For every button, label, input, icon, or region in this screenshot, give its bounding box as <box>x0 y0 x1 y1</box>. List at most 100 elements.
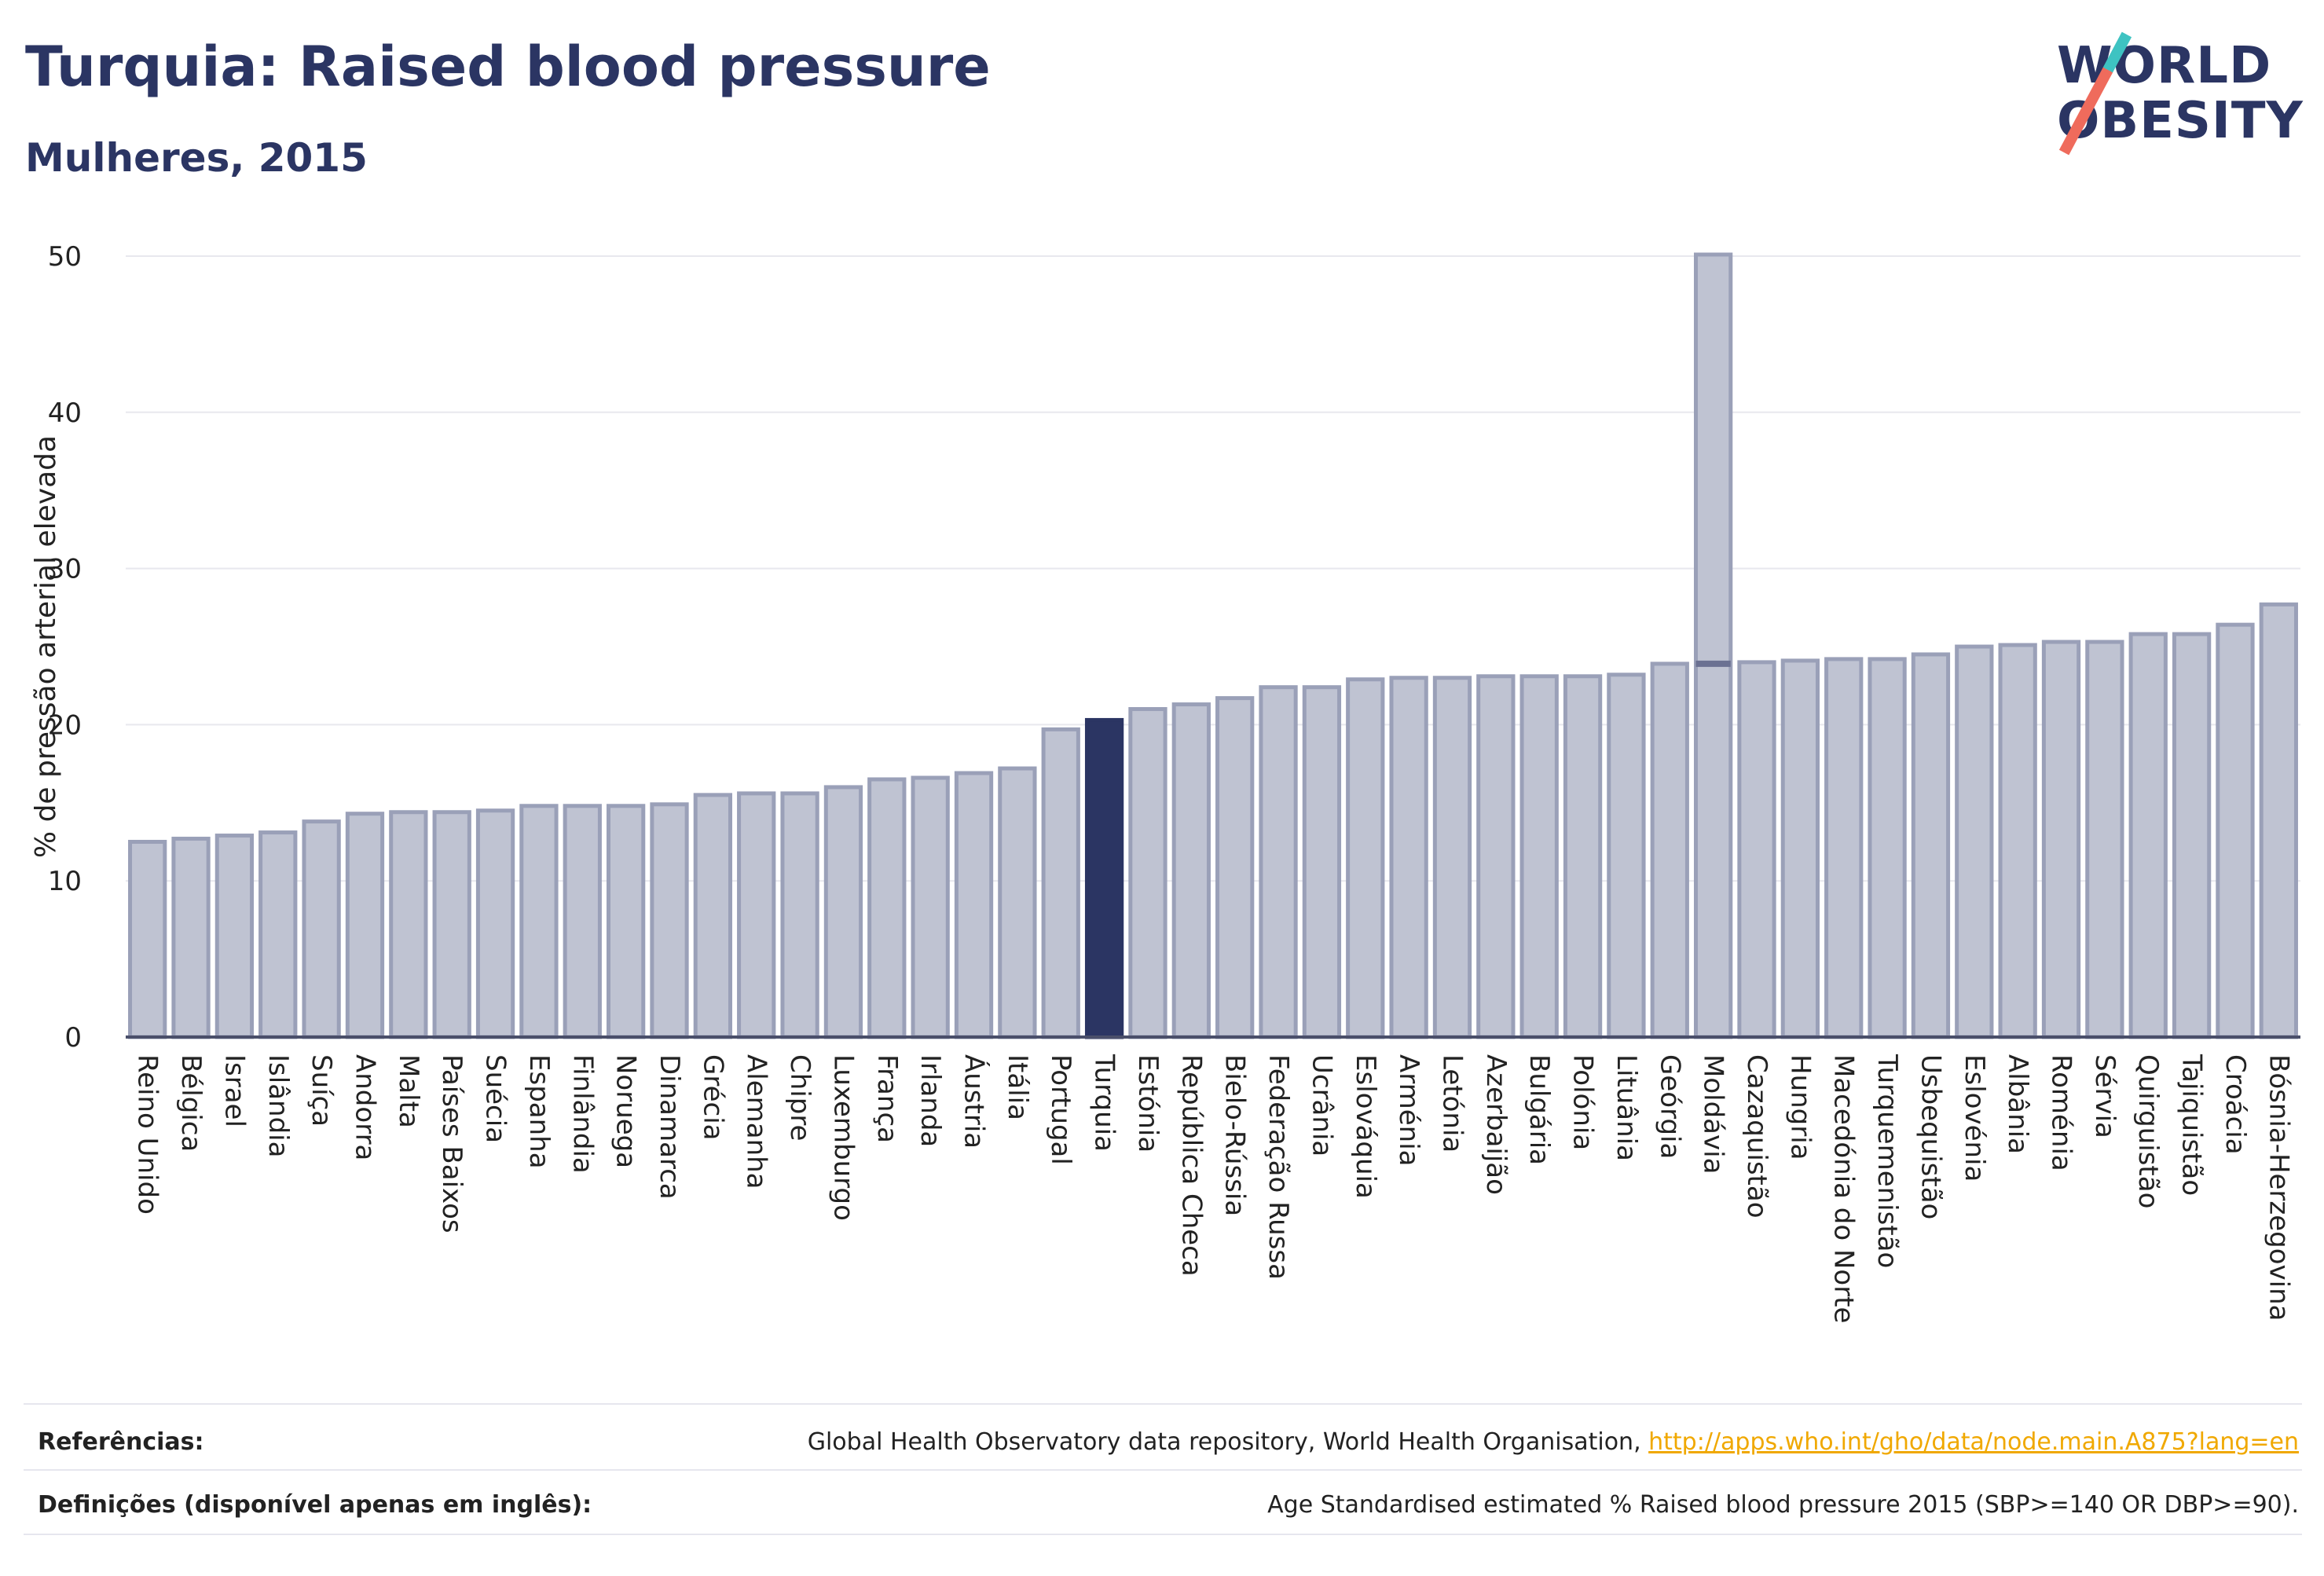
bar-turquia <box>1084 717 1124 1039</box>
bar-cazaquistão <box>1737 660 1776 1039</box>
references-value: Global Health Observatory data repositor… <box>808 1428 2299 1456</box>
bar-letónia <box>1432 676 1472 1039</box>
x-tick-label: Portugal <box>1045 1054 1076 1165</box>
bar-finlândia <box>563 804 602 1039</box>
bar-grécia <box>693 793 733 1039</box>
x-tick-label: França <box>871 1054 903 1143</box>
x-tick-label: Geórgia <box>1654 1054 1685 1159</box>
bar-azerbaijão <box>1476 674 1516 1039</box>
x-tick-label: Israel <box>218 1054 250 1127</box>
x-tick-label: Quirguistão <box>2132 1054 2164 1208</box>
x-tick-label: Noruega <box>610 1054 642 1168</box>
x-tick-label: Roménia <box>2046 1054 2077 1171</box>
x-tick-label: Macedónia do Norte <box>1828 1054 1860 1323</box>
references-text: Global Health Observatory data repositor… <box>807 1428 1649 1456</box>
bar-espanha <box>519 804 559 1039</box>
x-tick-label: Países Baixos <box>436 1054 467 1233</box>
x-tick-label: Polónia <box>1567 1054 1599 1150</box>
bar-federação-russa <box>1259 685 1298 1039</box>
x-tick-label: Hungria <box>1784 1054 1816 1160</box>
y-tick-label: 0 <box>64 1022 82 1054</box>
x-tick-label: Alemanha <box>741 1054 772 1189</box>
bar-quirguistão <box>2128 632 2168 1039</box>
bar-croácia <box>2216 622 2255 1039</box>
bar-bielo-rússia <box>1215 696 1255 1039</box>
bar-geórgia <box>1650 662 1689 1039</box>
bar-suíça <box>302 819 341 1039</box>
bar-macedónia-do-norte <box>1824 657 1864 1039</box>
bar-sérvia <box>2085 640 2124 1039</box>
bar-frança <box>867 777 907 1039</box>
footer-divider-top <box>24 1403 2302 1405</box>
x-tick-label: Estónia <box>1132 1054 1164 1153</box>
x-tick-label: Arménia <box>1393 1054 1424 1167</box>
x-tick-label: Chipre <box>784 1054 816 1141</box>
x-tick-label: Eslováquia <box>1350 1054 1381 1199</box>
bar-estónia <box>1128 707 1167 1039</box>
bar-tajiquistão <box>2172 632 2212 1039</box>
x-tick-label: Grécia <box>697 1054 728 1140</box>
footer-divider-mid <box>24 1469 2302 1471</box>
bar-portugal <box>1041 727 1080 1039</box>
bar-andorra <box>345 812 385 1039</box>
bar-hungria <box>1780 658 1820 1039</box>
x-tick-label: Andorra <box>349 1054 380 1160</box>
y-tick-label: 50 <box>48 241 82 273</box>
bar-islândia <box>258 830 298 1039</box>
y-tick-label: 10 <box>48 866 82 897</box>
x-tick-label: Malta <box>393 1054 424 1128</box>
x-tick-label: Itália <box>1002 1054 1033 1120</box>
x-tick-label: Turquia <box>1089 1054 1120 1152</box>
x-tick-label: República Checa <box>1175 1054 1207 1277</box>
bar-irlanda <box>911 775 950 1039</box>
x-tick-label: Albânia <box>2002 1054 2033 1154</box>
logo-line-1: WORLD <box>2057 37 2272 95</box>
y-axis-label: % de pressão arterial elevada <box>30 435 62 858</box>
bar-chart: 0 10 20 30 40 50 Reino Unido Bélgica Israel Islâ… <box>30 241 2300 1323</box>
x-tick-label: Letónia <box>1436 1054 1468 1153</box>
bar-república-checa <box>1171 702 1211 1039</box>
bar-albânia <box>1998 643 2037 1039</box>
bar-bulgária <box>1519 674 1559 1039</box>
x-tick-label: Luxemburgo <box>827 1054 859 1221</box>
bar-eslováquia <box>1346 677 1385 1039</box>
bar-polónia <box>1563 674 1603 1039</box>
bar-noruega <box>606 804 646 1039</box>
references-link[interactable]: http://apps.who.int/gho/data/node.main.A… <box>1648 1428 2299 1456</box>
x-tick-label: Azerbaijão <box>1480 1054 1512 1195</box>
bar-eslovénia <box>1955 644 1994 1039</box>
logo-line-2: OBESITY <box>2057 92 2304 150</box>
bar-moldávia <box>1693 252 1733 1039</box>
x-tick-label: Moldávia <box>1698 1054 1729 1174</box>
y-axis-ticks: 0 10 20 30 40 50 <box>48 241 82 1054</box>
x-tick-label: Reino Unido <box>132 1054 163 1215</box>
world-obesity-logo: WORLD OBESITY <box>2043 24 2310 165</box>
x-axis-labels: Reino Unido Bélgica Israel Islândia Suíça And… <box>132 1054 2295 1323</box>
x-tick-label: Tajiquistão <box>2176 1054 2208 1196</box>
x-tick-label: Irlanda <box>915 1054 946 1147</box>
x-tick-label: Eslovénia <box>1959 1054 1990 1182</box>
x-tick-label: Dinamarca <box>654 1054 685 1200</box>
page-subtitle: Mulheres, 2015 <box>25 135 368 181</box>
bar-malta <box>389 810 428 1039</box>
bar-arménia <box>1389 676 1428 1039</box>
x-tick-label: Bélgica <box>175 1054 207 1152</box>
y-tick-label: 20 <box>48 709 82 741</box>
x-tick-label: Lituânia <box>1611 1054 1642 1161</box>
bar-israel <box>214 834 255 1039</box>
bar-lituânia <box>1607 673 1646 1039</box>
bar-dinamarca <box>650 802 689 1039</box>
y-tick-label: 40 <box>48 398 82 429</box>
x-tick-label: Suécia <box>480 1054 511 1143</box>
bar-bélgica <box>171 837 211 1039</box>
bar-chipre <box>780 791 819 1039</box>
x-tick-label: Suíça <box>306 1054 337 1127</box>
bar-roménia <box>2041 640 2081 1039</box>
x-tick-label: Islândia <box>262 1054 294 1157</box>
bar-luxemburgo <box>823 785 863 1039</box>
bar-turquemenistão <box>1868 657 1907 1039</box>
bar-áustria <box>954 771 994 1039</box>
bar-itália <box>998 766 1037 1039</box>
x-tick-label: Cazaquistão <box>1741 1054 1772 1219</box>
footer-divider-bottom <box>24 1534 2302 1535</box>
